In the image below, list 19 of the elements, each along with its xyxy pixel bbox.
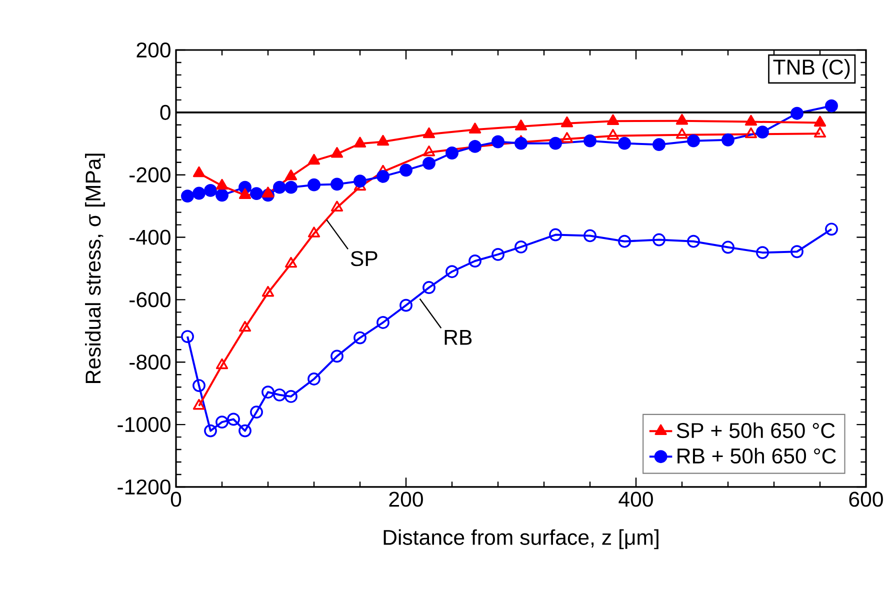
annotation: RB [444, 330, 472, 345]
y-tick-label: -600 [130, 292, 170, 308]
y-tick-label: -1000 [118, 417, 170, 432]
x-tick-label: 200 [389, 492, 423, 507]
legend-label: RB + 50h 650 °C [678, 448, 836, 464]
legend-label: SP + 50h 650 °C [676, 422, 835, 438]
annotation: TNB (C) [773, 59, 850, 79]
y-tick-label: -1200 [118, 479, 170, 495]
x-tick-label: 0 [170, 492, 182, 507]
y-tick-label: 0 [160, 104, 170, 120]
x-tick-label: 600 [849, 492, 883, 507]
x-tick-label: 400 [618, 492, 653, 507]
y-tick-label: -200 [130, 167, 170, 182]
y-axis-title: Residual stress, σ [MPa] [85, 154, 105, 383]
y-tick-label: -400 [130, 230, 170, 245]
y-tick-label: -800 [130, 354, 170, 370]
x-axis-title: Distance from surface, z [μm] [384, 529, 658, 550]
y-tick-label: 200 [136, 42, 170, 58]
annotation: SP [350, 251, 378, 266]
